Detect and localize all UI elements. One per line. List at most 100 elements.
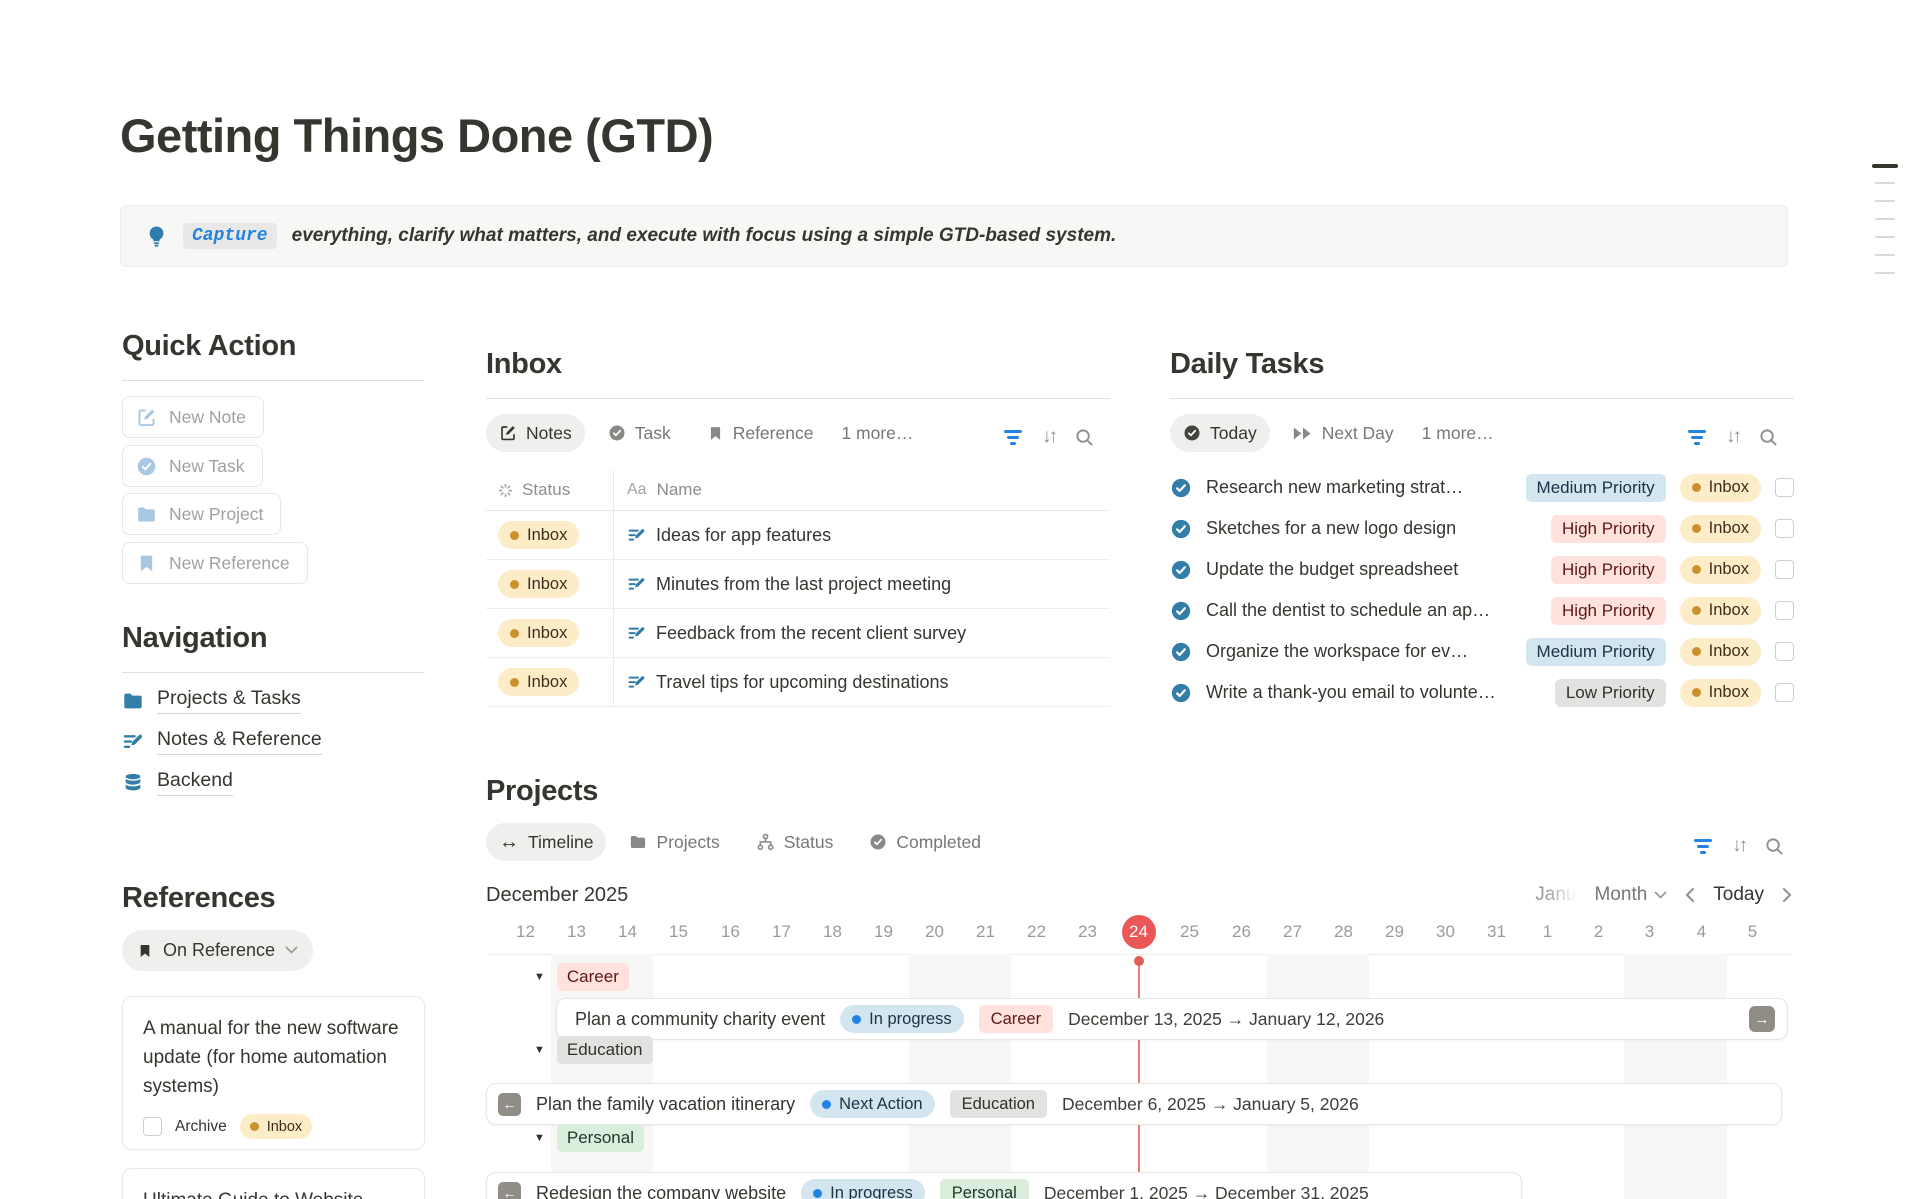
next-month-label: Janu [1535,884,1577,905]
check-circle-icon[interactable] [1170,477,1192,499]
outline-line[interactable] [1875,272,1895,274]
check-circle-icon[interactable] [1170,600,1192,622]
priority-badge: High Priority [1551,514,1666,543]
category-badge: Personal [939,1179,1029,1199]
tab-label: Next Day [1321,422,1394,443]
status-badge: Inbox [498,521,580,549]
nav-label: Backend [157,769,233,796]
sidebar-item-notes-reference[interactable]: Notes & Reference [122,728,322,755]
outline-line[interactable] [1872,164,1898,168]
task-title[interactable]: Organize the workspace for ev… [1206,641,1469,661]
tab-today[interactable]: Today [1170,414,1270,452]
inbox-title: Inbox [486,348,562,380]
timeline-item-card[interactable]: ← Plan the family vacation itinerary Nex… [486,1083,1782,1125]
check-circle-icon[interactable] [1170,559,1192,581]
outline-line[interactable] [1875,182,1895,184]
task-row[interactable]: Call the dentist to schedule an ap… High… [1170,590,1794,631]
filter-icon[interactable] [1694,838,1712,854]
outline-line[interactable] [1875,236,1895,238]
tab-status[interactable]: Status [743,823,847,861]
tab-completed[interactable]: Completed [856,823,994,861]
more-tabs-button[interactable]: 1 more… [1421,422,1494,443]
arrow-left-icon[interactable]: ← [498,1092,521,1116]
timeline-item-card[interactable]: Plan a community charity event In progre… [556,998,1788,1040]
date-range: December 6, 2025 → January 5, 2026 [1061,1093,1359,1114]
task-checkbox[interactable] [1775,478,1794,497]
outline-line[interactable] [1875,218,1895,220]
arrow-left-icon[interactable]: ← [498,1181,521,1199]
outline-indicator[interactable] [1872,164,1898,274]
day-cell: 17 [772,922,791,941]
filter-icon[interactable] [1004,429,1022,445]
task-checkbox[interactable] [1775,519,1794,538]
sort-icon[interactable]: ↓↑ [1732,835,1748,856]
new-reference-button[interactable]: New Reference [122,542,308,584]
text-type-icon: Aa [627,481,647,498]
filter-icon[interactable] [1688,429,1706,445]
sort-icon[interactable]: ↓↑ [1042,426,1058,447]
projects-view-options: ↓↑ [1694,835,1784,857]
check-circle-icon[interactable] [1170,518,1192,540]
search-icon[interactable] [1075,428,1094,447]
task-title[interactable]: Research new marketing strat… [1206,477,1464,497]
group-header-career: ▼ Career [534,963,629,991]
timeline-item-card[interactable]: ← Redesign the company website In progre… [486,1172,1522,1199]
sidebar-item-projects-tasks[interactable]: Projects & Tasks [122,687,301,714]
sidebar-item-backend[interactable]: Backend [122,769,233,796]
column-label: Status [522,480,571,499]
status-badge: Inbox [498,619,580,647]
check-circle-icon[interactable] [1170,641,1192,663]
task-checkbox[interactable] [1775,560,1794,579]
task-row[interactable]: Write a thank-you email to volunte… Low … [1170,672,1794,713]
tab-next-day[interactable]: Next Day [1280,414,1407,452]
task-title[interactable]: Write a thank-you email to volunte… [1206,682,1496,702]
day-cell: 28 [1334,922,1353,941]
reference-card[interactable]: Ultimate Guide to Website [122,1168,425,1199]
check-circle-icon[interactable] [1170,682,1192,704]
arrow-right-icon[interactable]: → [1749,1006,1775,1032]
task-row[interactable]: Update the budget spreadsheet High Prior… [1170,549,1794,590]
task-title[interactable]: Update the budget spreadsheet [1206,559,1459,579]
table-row[interactable]: Inbox Ideas for app features [486,511,1110,560]
new-task-button[interactable]: New Task [122,445,263,487]
new-note-button[interactable]: New Note [122,396,264,438]
tab-task[interactable]: Task [595,414,684,452]
reference-filter-dropdown[interactable]: On Reference [122,930,314,971]
task-checkbox[interactable] [1775,683,1794,702]
tab-reference[interactable]: Reference [694,414,827,452]
button-label: New Project [169,503,264,524]
tab-notes[interactable]: Notes [486,414,585,452]
search-icon[interactable] [1765,837,1784,856]
table-row[interactable]: Inbox Travel tips for upcoming destinati… [486,658,1110,707]
folder-icon [122,690,144,712]
reference-card[interactable]: A manual for the new software update (fo… [122,996,425,1150]
tab-projects[interactable]: Projects [616,823,732,861]
task-row[interactable]: Research new marketing strat… Medium Pri… [1170,467,1794,508]
new-project-button[interactable]: New Project [122,493,282,535]
table-row[interactable]: Inbox Feedback from the recent client su… [486,609,1110,658]
chevron-right-icon[interactable] [1782,887,1792,903]
task-row[interactable]: Sketches for a new logo design High Prio… [1170,508,1794,549]
search-icon[interactable] [1759,428,1778,447]
timeline-zoom-dropdown[interactable]: Month [1594,884,1667,906]
day-cell: 19 [874,922,893,941]
task-title[interactable]: Call the dentist to schedule an ap… [1206,600,1491,620]
sort-icon[interactable]: ↓↑ [1726,426,1742,447]
group-toggle-icon[interactable]: ▼ [534,971,545,983]
task-row[interactable]: Organize the workspace for ev… Medium Pr… [1170,631,1794,672]
group-toggle-icon[interactable]: ▼ [534,1044,545,1056]
task-title[interactable]: Sketches for a new logo design [1206,518,1457,538]
task-checkbox[interactable] [1775,642,1794,661]
tab-timeline[interactable]: ↔ Timeline [486,823,607,861]
archive-checkbox[interactable] [143,1117,162,1136]
row-title: Ideas for app features [656,524,832,545]
more-tabs-button[interactable]: 1 more… [841,422,914,443]
table-row[interactable]: Inbox Minutes from the last project meet… [486,560,1110,609]
chevron-left-icon[interactable] [1685,887,1695,903]
group-toggle-icon[interactable]: ▼ [534,1132,545,1144]
outline-line[interactable] [1875,200,1895,202]
task-checkbox[interactable] [1775,601,1794,620]
today-button[interactable]: Today [1713,884,1764,905]
outline-line[interactable] [1875,254,1895,256]
day-cell: 30 [1436,922,1455,941]
